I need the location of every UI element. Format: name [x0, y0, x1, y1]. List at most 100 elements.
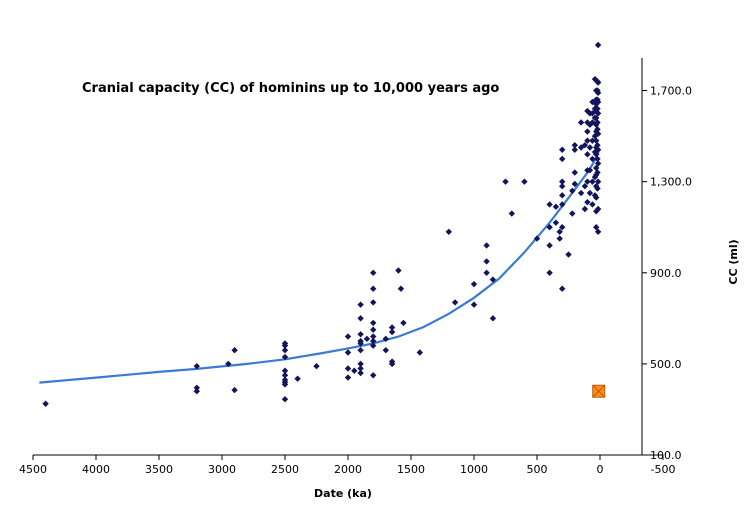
data-point: [451, 299, 459, 306]
data-point: [584, 119, 591, 126]
data-point: [593, 164, 600, 172]
data-point: [584, 128, 591, 135]
data-point: [357, 337, 364, 345]
data-point: [577, 119, 585, 126]
data-point: [357, 347, 364, 354]
y-axis-label: CC (ml): [727, 239, 740, 284]
x-tick-label: 4500: [19, 463, 47, 476]
data-point: [357, 315, 364, 322]
data-point: [363, 335, 371, 343]
data-point: [281, 347, 289, 354]
data-point: [594, 142, 601, 149]
data-point: [395, 267, 402, 274]
data-point: [594, 228, 602, 235]
data-point: [397, 285, 405, 292]
data-point: [470, 280, 478, 288]
data-point: [591, 173, 599, 181]
data-point: [594, 41, 602, 49]
data-point: [594, 110, 602, 117]
data-point: [294, 375, 301, 382]
data-point: [586, 167, 594, 174]
data-point: [593, 128, 600, 135]
data-point: [382, 335, 389, 343]
data-point: [559, 285, 566, 292]
data-point: [357, 365, 364, 372]
data-point: [370, 299, 377, 306]
data-point: [594, 178, 602, 185]
data-point: [584, 151, 591, 158]
y-tick-label: 1,700.0: [650, 85, 692, 98]
data-point: [489, 315, 497, 322]
data-point: [281, 372, 289, 379]
data-point: [400, 319, 407, 327]
data-point: [559, 155, 566, 163]
data-point: [589, 98, 596, 106]
data-point: [483, 242, 490, 249]
data-point: [357, 301, 364, 308]
x-tick-label: 0: [597, 463, 604, 476]
data-point: [593, 107, 600, 115]
data-point: [533, 235, 541, 242]
trend-layer: [39, 151, 600, 384]
data-point: [193, 362, 200, 370]
data-point: [594, 169, 601, 176]
data-point: [502, 178, 509, 185]
data-point: [470, 301, 478, 308]
data-point: [521, 178, 528, 185]
x-tick-label: 2500: [271, 463, 299, 476]
data-point: [565, 251, 572, 258]
data-point: [593, 183, 600, 190]
data-point: [370, 285, 377, 292]
x-tick-label: 2000: [334, 463, 362, 476]
data-point: [591, 75, 599, 83]
data-point: [388, 324, 396, 331]
data-point: [594, 89, 602, 97]
data-point: [193, 384, 200, 392]
data-point: [546, 269, 553, 276]
data-point: [593, 224, 600, 231]
data-point: [357, 369, 364, 377]
data-point: [231, 347, 238, 354]
data-point: [594, 119, 601, 126]
data-point: [382, 347, 389, 354]
data-point: [225, 360, 232, 368]
data-point: [370, 372, 377, 379]
data-point: [193, 388, 200, 395]
data-point: [593, 114, 600, 122]
data-point: [586, 144, 594, 151]
data-point: [370, 342, 377, 349]
data-point: [552, 203, 560, 210]
data-point: [593, 101, 600, 108]
data-point: [370, 337, 377, 345]
data-point: [589, 201, 596, 208]
data-point: [594, 205, 602, 213]
data-point: [593, 151, 600, 158]
special-marker-cross: [592, 384, 606, 398]
data-point: [593, 137, 600, 144]
data-point: [313, 362, 320, 370]
data-point: [281, 367, 289, 374]
data-point: [388, 358, 396, 365]
data-point: [593, 121, 600, 128]
data-point: [589, 137, 596, 144]
data-point: [594, 146, 602, 153]
data-point: [357, 360, 364, 368]
data-point: [559, 192, 566, 199]
data-point: [589, 178, 596, 185]
data-point: [589, 110, 596, 117]
x-tick-label: 3500: [145, 463, 173, 476]
data-point: [489, 276, 497, 283]
axes: 4500 4000 3500 3000 2500 2000 1500 1000 500 0 -500…: [19, 58, 692, 476]
data-point: [594, 126, 601, 133]
data-point: [586, 121, 594, 128]
data-point: [571, 142, 578, 149]
y-tick-label: 100.0: [650, 449, 682, 462]
data-point: [281, 353, 289, 361]
x-tick-label: 4000: [82, 463, 110, 476]
data-point: [357, 331, 364, 338]
data-point: [281, 395, 289, 403]
data-point: [483, 269, 490, 276]
data-point: [581, 142, 589, 149]
y-tick-label: 900.0: [650, 267, 682, 280]
